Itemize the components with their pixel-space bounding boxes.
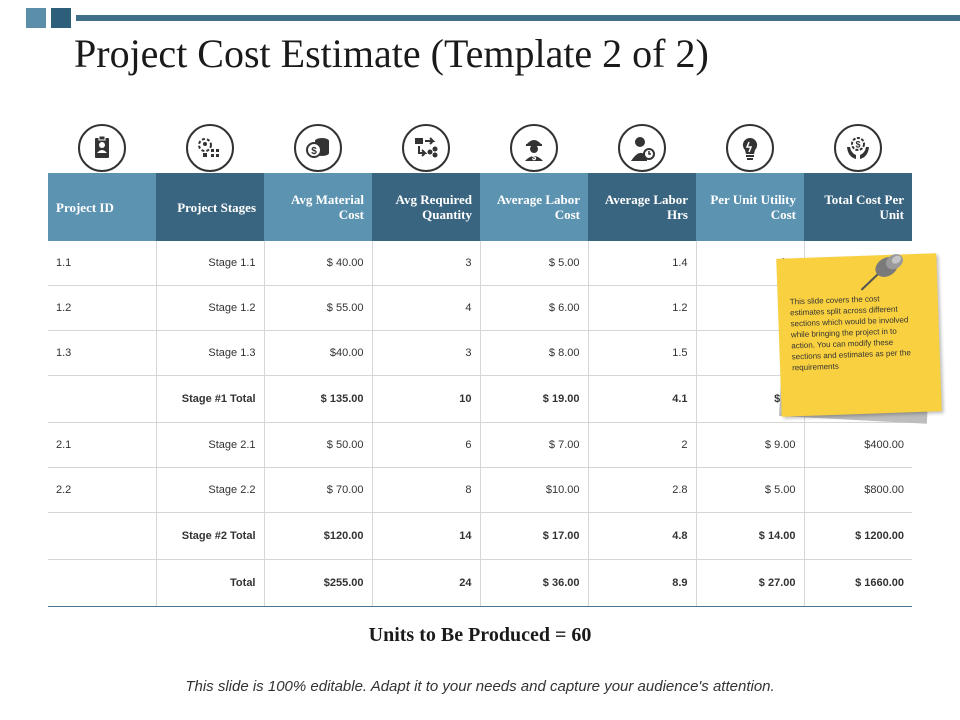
top-accent-bar	[0, 0, 960, 30]
cell-utility-cost: $ 5.00	[695, 467, 804, 513]
cell-material-cost: $ 40.00	[263, 241, 372, 286]
cell-material-cost: $ 50.00	[263, 422, 372, 468]
slide-title: Project Cost Estimate (Template 2 of 2)	[74, 31, 709, 76]
cell-material-cost: $ 135.00	[263, 375, 372, 423]
svg-text:$: $	[855, 140, 860, 150]
column-icons-row: $ $ $	[48, 124, 912, 174]
cell-labor-hrs: 4.1	[587, 375, 696, 423]
cell-labor-hrs: 4.8	[587, 512, 696, 560]
id-badge-icon	[48, 124, 156, 174]
cell-labor-cost: $10.00	[479, 467, 588, 513]
cell-project-id: 2.2	[48, 467, 156, 513]
svg-text:$: $	[532, 153, 537, 162]
cell-stage: Stage 2.2	[155, 467, 264, 513]
accent-line	[76, 15, 960, 21]
cell-stage: Stage #1 Total	[155, 375, 264, 423]
cell-labor-hrs: 2.8	[587, 467, 696, 513]
header-per-unit-utility-cost: Per Unit Utility Cost	[696, 173, 804, 241]
cell-labor-cost: $ 5.00	[479, 241, 588, 286]
header-avg-required-quantity: Avg Required Quantity	[372, 173, 480, 241]
cell-stage: Stage #2 Total	[155, 512, 264, 560]
accent-square-dark	[51, 8, 71, 28]
cell-stage: Stage 2.1	[155, 422, 264, 468]
cell-labor-cost: $ 6.00	[479, 285, 588, 331]
cell-project-id: 2.1	[48, 422, 156, 468]
cell-project-id	[48, 375, 156, 423]
accent-square-light	[26, 8, 46, 28]
cell-quantity: 10	[371, 375, 480, 423]
cell-total-cost: $ 1660.00	[803, 559, 912, 607]
cell-utility-cost: $ 14.00	[695, 512, 804, 560]
cell-total-cost: $400.00	[803, 422, 912, 468]
hands-dollar-icon: $	[804, 124, 912, 174]
cell-material-cost: $ 70.00	[263, 467, 372, 513]
cell-labor-hrs: 8.9	[587, 559, 696, 607]
cell-stage: Stage 1.2	[155, 285, 264, 331]
cell-total-cost: $ 1200.00	[803, 512, 912, 560]
table-row-subtotal: Stage #2 Total $120.00 14 $ 17.00 4.8 $ …	[48, 512, 912, 560]
header-project-stages: Project Stages	[156, 173, 264, 241]
worker-dollar-icon: $	[480, 124, 588, 174]
cell-quantity: 3	[371, 241, 480, 286]
table-row-grand-total: Total $255.00 24 $ 36.00 8.9 $ 27.00 $ 1…	[48, 559, 912, 607]
cell-quantity: 4	[371, 285, 480, 331]
table-header-row: Project ID Project Stages Avg Material C…	[48, 173, 912, 241]
header-avg-material-cost: Avg Material Cost	[264, 173, 372, 241]
cell-labor-hrs: 1.5	[587, 330, 696, 376]
cell-labor-cost: $ 17.00	[479, 512, 588, 560]
cell-project-id: 1.3	[48, 330, 156, 376]
cell-project-id	[48, 559, 156, 607]
cell-labor-hrs: 1.2	[587, 285, 696, 331]
header-average-labor-hrs: Average Labor Hrs	[588, 173, 696, 241]
footer-note: This slide is 100% editable. Adapt it to…	[185, 678, 775, 695]
cell-material-cost: $ 55.00	[263, 285, 372, 331]
cell-project-id	[48, 512, 156, 560]
svg-text:$: $	[311, 146, 317, 157]
cell-stage: Stage 1.1	[155, 241, 264, 286]
cell-labor-hrs: 2	[587, 422, 696, 468]
cell-quantity: 6	[371, 422, 480, 468]
cell-material-cost: $120.00	[263, 512, 372, 560]
cell-quantity: 8	[371, 467, 480, 513]
cell-project-id: 1.2	[48, 285, 156, 331]
cell-labor-hrs: 1.4	[587, 241, 696, 286]
sticky-note-text: This slide covers the cost estimates spl…	[789, 294, 911, 373]
table-row: 2.1 Stage 2.1 $ 50.00 6 $ 7.00 2 $ 9.00 …	[48, 422, 912, 468]
cell-quantity: 24	[371, 559, 480, 607]
cell-stage: Stage 1.3	[155, 330, 264, 376]
cell-quantity: 14	[371, 512, 480, 560]
lightbulb-icon	[696, 124, 804, 174]
dollar-coins-icon: $	[264, 124, 372, 174]
person-clock-icon	[588, 124, 696, 174]
cell-material-cost: $255.00	[263, 559, 372, 607]
header-average-labor-cost: Average Labor Cost	[480, 173, 588, 241]
cell-total-cost: $800.00	[803, 467, 912, 513]
sticky-note: This slide covers the cost estimates spl…	[776, 253, 942, 417]
units-to-be-produced: Units to Be Produced = 60	[368, 624, 592, 646]
cell-material-cost: $40.00	[263, 330, 372, 376]
header-project-id: Project ID	[48, 173, 156, 241]
cell-labor-cost: $ 8.00	[479, 330, 588, 376]
table-row: 2.2 Stage 2.2 $ 70.00 8 $10.00 2.8 $ 5.0…	[48, 467, 912, 513]
header-total-cost-per-unit: Total Cost Per Unit	[804, 173, 912, 241]
cell-labor-cost: $ 7.00	[479, 422, 588, 468]
cell-quantity: 3	[371, 330, 480, 376]
cell-labor-cost: $ 36.00	[479, 559, 588, 607]
workflow-team-icon	[156, 124, 264, 174]
cell-utility-cost: $ 27.00	[695, 559, 804, 607]
arrows-process-icon	[372, 124, 480, 174]
cell-stage: Total	[155, 559, 264, 607]
cell-project-id: 1.1	[48, 241, 156, 286]
pushpin-icon	[860, 254, 903, 291]
cell-labor-cost: $ 19.00	[479, 375, 588, 423]
cell-utility-cost: $ 9.00	[695, 422, 804, 468]
